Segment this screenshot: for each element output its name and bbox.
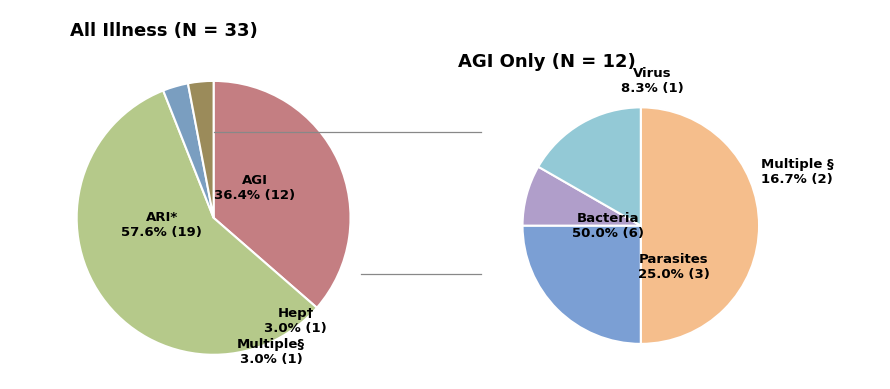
Text: Parasites
25.0% (3): Parasites 25.0% (3) xyxy=(638,253,710,281)
Text: Hep†
3.0% (1): Hep† 3.0% (1) xyxy=(264,307,328,335)
Wedge shape xyxy=(188,81,214,218)
Wedge shape xyxy=(641,107,759,344)
Wedge shape xyxy=(163,83,214,218)
Text: ARI*
57.6% (19): ARI* 57.6% (19) xyxy=(121,211,202,239)
Wedge shape xyxy=(522,167,641,226)
Text: AGI
36.4% (12): AGI 36.4% (12) xyxy=(214,174,295,202)
Text: Virus
8.3% (1): Virus 8.3% (1) xyxy=(621,67,684,95)
Text: AGI Only (N = 12): AGI Only (N = 12) xyxy=(457,53,635,71)
Wedge shape xyxy=(77,91,317,355)
Text: All Illness (N = 33): All Illness (N = 33) xyxy=(69,21,257,40)
Wedge shape xyxy=(538,107,641,226)
Wedge shape xyxy=(214,81,351,308)
Text: Bacteria
50.0% (6): Bacteria 50.0% (6) xyxy=(571,212,643,240)
Text: Multiple §
16.7% (2): Multiple § 16.7% (2) xyxy=(761,158,833,186)
Text: Multiple§
3.0% (1): Multiple§ 3.0% (1) xyxy=(237,338,305,366)
Wedge shape xyxy=(522,226,641,344)
